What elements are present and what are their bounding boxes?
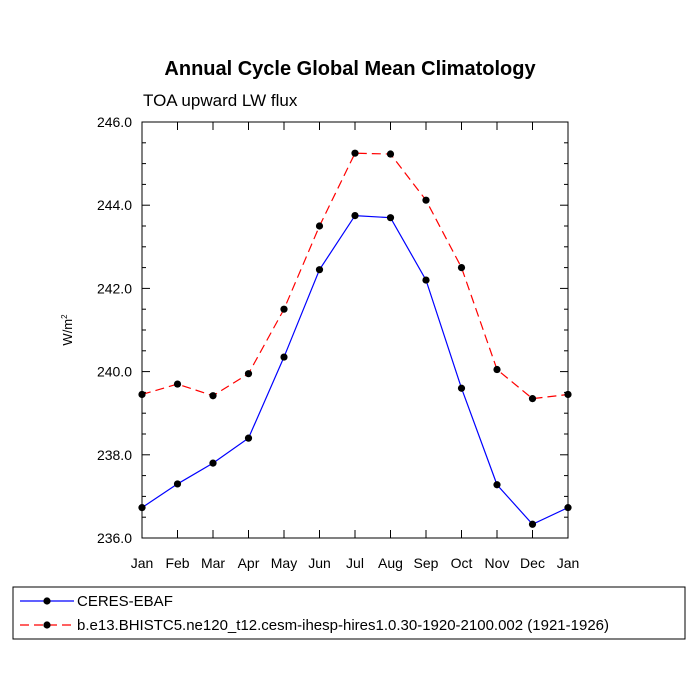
data-point	[528, 520, 537, 528]
data-point	[173, 480, 182, 488]
y-axis-label: W/m2	[60, 314, 75, 346]
data-point	[493, 481, 501, 489]
plot-frame	[141, 121, 569, 539]
data-point	[280, 305, 288, 313]
y-tick-label: 238.0	[97, 447, 132, 463]
data-point	[209, 459, 217, 467]
legend-swatch-marker	[43, 621, 51, 629]
data-point	[209, 392, 217, 400]
x-tick-label: Oct	[451, 555, 473, 571]
legend-swatch-marker	[43, 597, 51, 605]
data-point	[315, 266, 324, 274]
x-tick-label: Jan	[557, 555, 580, 571]
data-point	[280, 353, 288, 361]
data-point	[173, 380, 182, 388]
x-tick-label: Apr	[238, 555, 260, 571]
y-axis: 236.0 238.0 240.0 242.0 244.0 246.0	[97, 114, 568, 546]
x-tick-label: Jan	[131, 555, 154, 571]
data-point	[244, 434, 253, 442]
data-point	[244, 370, 253, 378]
series-line	[141, 152, 569, 400]
y-tick-label: 240.0	[97, 364, 132, 380]
data-point	[315, 222, 324, 230]
plot-area	[141, 121, 569, 539]
x-tick-label: Jun	[308, 555, 331, 571]
x-tick-label: Mar	[201, 555, 225, 571]
y-tick-label: 236.0	[97, 530, 132, 546]
x-tick-label: Sep	[414, 555, 439, 571]
chart-subtitle: TOA upward LW flux	[143, 91, 298, 110]
y-tick-label: 244.0	[97, 197, 132, 213]
x-tick-label: Aug	[378, 555, 403, 571]
legend-entry-label: b.e13.BHISTC5.ne120_t12.cesm-ihesp-hires…	[77, 617, 609, 634]
data-point	[422, 196, 430, 204]
data-point	[564, 504, 572, 512]
data-point	[386, 214, 395, 222]
y-tick-label: 242.0	[97, 280, 132, 296]
y-tick-label: 246.0	[97, 114, 132, 130]
legend: CERES-EBAF b.e13.BHISTC5.ne120_t12.cesm-i…	[12, 586, 686, 640]
data-point	[138, 504, 146, 512]
y-axis-label-base: W/m	[60, 319, 75, 346]
data-point	[457, 384, 466, 392]
series-layer	[138, 149, 572, 528]
series-line	[141, 214, 569, 526]
legend-box	[12, 586, 686, 640]
series-2	[138, 149, 572, 403]
data-point	[386, 150, 395, 158]
data-point	[422, 276, 430, 284]
x-tick-label: Feb	[165, 555, 189, 571]
chart-title: Annual Cycle Global Mean Climatology	[164, 58, 536, 80]
x-tick-label: May	[271, 555, 297, 571]
data-point	[528, 395, 537, 403]
series-1	[138, 212, 572, 528]
x-tick-label: Nov	[485, 555, 510, 571]
data-point	[457, 264, 466, 272]
data-point	[564, 390, 572, 399]
data-point	[138, 390, 146, 399]
y-axis-label-superscript: 2	[60, 314, 69, 319]
data-point	[351, 149, 359, 157]
x-tick-label: Dec	[520, 555, 545, 571]
legend-entry-label: CERES-EBAF	[77, 593, 173, 610]
data-point	[493, 365, 501, 374]
data-point	[351, 212, 359, 220]
x-axis: Jan Feb Mar Apr May Jun Jul Aug Sep Oct Nov Dec Jan	[131, 122, 580, 571]
x-tick-label: Jul	[346, 555, 364, 571]
